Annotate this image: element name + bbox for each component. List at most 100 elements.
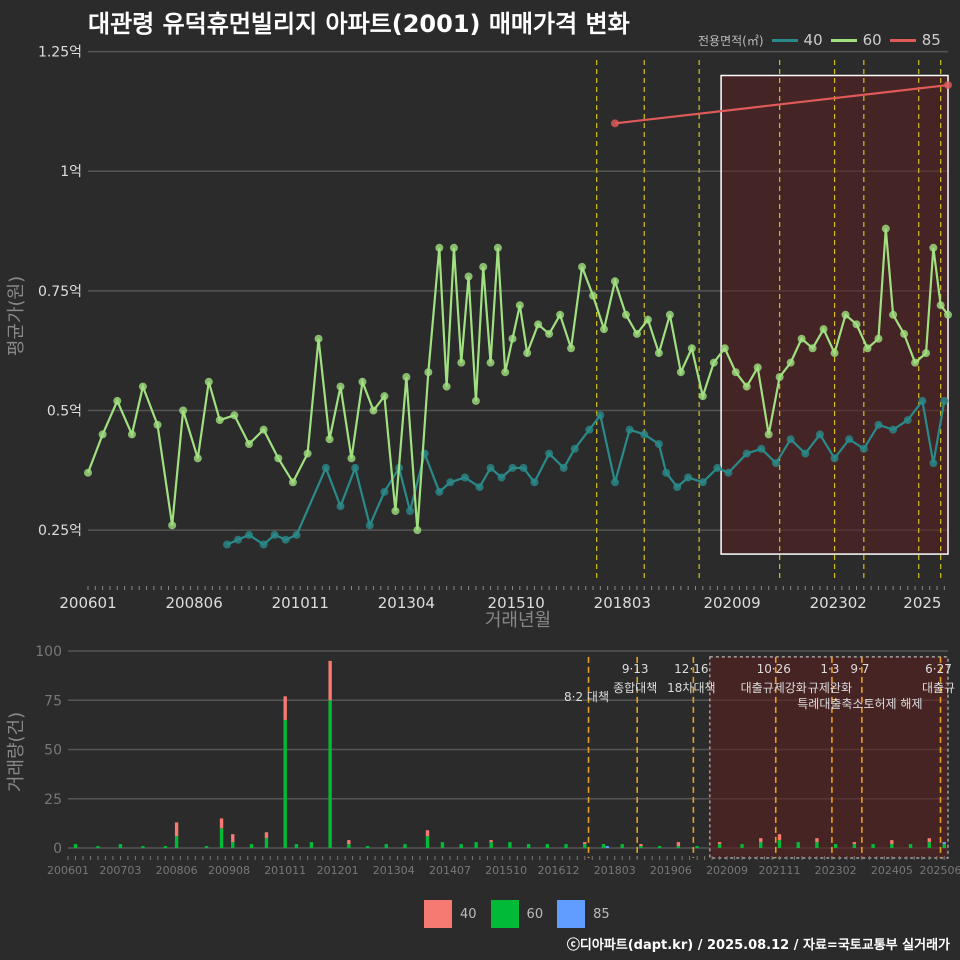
bar-60 [365,846,370,848]
data-point-40 [530,478,539,487]
bar-x-tick-label: 202111 [758,864,800,877]
y-tick-label: 0.75억 [38,284,82,300]
data-point-60 [314,334,323,343]
data-point-60 [600,325,608,334]
data-point-60 [881,224,890,233]
bar-x-tick-label: 202405 [871,864,913,877]
data-point-60 [819,325,828,334]
data-point-60 [944,310,952,319]
data-point-40 [654,440,663,448]
bar-85 [942,842,946,845]
bar-x-tick-label: 202302 [815,864,857,877]
data-point-60 [709,358,718,367]
bar-60 [174,836,179,848]
bar-60 [489,842,493,848]
legend-bottom: 40 60 85 [424,900,624,928]
bar-x-tick-label: 201407 [429,864,471,877]
data-point-40 [662,468,671,477]
data-point-60 [471,396,480,405]
policy-label: 6·27 [925,662,952,676]
bar-60 [309,842,314,848]
data-point-60 [742,382,751,391]
data-point-60 [259,425,268,434]
bar-40 [489,840,493,843]
policy-label: 9·13 [622,662,649,676]
data-point-40 [830,454,839,463]
data-point-40 [259,540,268,549]
bar-60 [294,844,299,848]
bar-60 [204,846,209,848]
data-point-60 [632,329,641,338]
data-point-60 [391,507,400,515]
bar-60 [249,844,254,848]
data-point-60 [797,334,806,343]
bar-60 [601,844,606,848]
bar-highlight-region [709,656,949,859]
data-point-40 [801,449,810,458]
policy-label: 10·26 [757,662,791,676]
data-point-60 [508,334,517,343]
bar-60 [759,842,763,848]
y-tick-label: 1억 [60,164,82,180]
bar-60 [657,846,662,848]
bar-60 [620,844,624,848]
data-point-60 [830,349,839,358]
legend-top-title: 전용면적(㎡) [698,33,764,48]
data-point-60 [402,373,411,381]
data-point-40 [684,473,693,482]
bar-x-tick-label: 201304 [373,864,415,877]
data-point-40 [475,483,484,492]
bar-60 [871,844,875,848]
data-point-60 [84,468,92,477]
data-point-40 [757,444,766,453]
data-point-60 [303,449,312,458]
bar-40 [283,696,287,720]
data-point-40 [713,463,722,472]
data-point-40 [889,425,898,434]
x-tick-label: 200806 [165,594,222,612]
bar-60 [163,846,168,848]
legend-bar-85: 85 [557,900,610,928]
bar-60 [526,844,531,848]
bar-y-tick-label: 25 [44,792,62,808]
bar-60 [425,836,430,848]
data-point-60 [665,310,674,319]
legend-bar-40: 40 [424,900,477,928]
data-point-40 [365,521,374,530]
x-tick-label: 200601 [59,594,116,612]
credit-text: ⓒ디아파트(dapt.kr) / 2025.08.12 / 자료=국토교통부 실… [566,938,950,953]
data-point-60 [808,344,817,353]
data-point-60 [288,478,297,487]
data-point-40 [742,449,751,458]
data-point-60 [900,329,909,338]
policy-sublabel: 18차대책 [667,680,715,695]
data-point-60 [936,301,945,310]
data-point-60 [852,320,861,329]
bar-40 [425,830,430,837]
data-point-40 [245,530,254,539]
y-tick-label: 0.25억 [38,523,82,539]
data-point-40 [610,478,619,487]
data-point-60 [449,243,458,252]
bar-40 [219,818,224,829]
data-point-60 [720,344,729,353]
bar-x-tick-label: 200806 [156,864,198,877]
data-point-60 [336,382,345,391]
bar-x-tick-label: 201803 [594,864,636,877]
data-point-60 [479,262,488,271]
data-point-60 [358,377,367,386]
bar-y-tick-label: 50 [44,743,62,759]
bar-60 [474,842,478,848]
data-point-60 [621,310,630,319]
data-point-40 [929,459,938,468]
bar-60 [264,838,269,848]
bar-y-tick-label: 75 [44,693,62,709]
data-point-60 [347,454,356,463]
data-point-60 [589,291,598,300]
legend-item-85: 85 [889,31,941,49]
data-point-60 [889,310,898,319]
data-point-85 [944,81,952,90]
bar-60 [459,844,463,848]
data-point-60 [731,368,740,377]
data-point-40 [281,535,290,544]
